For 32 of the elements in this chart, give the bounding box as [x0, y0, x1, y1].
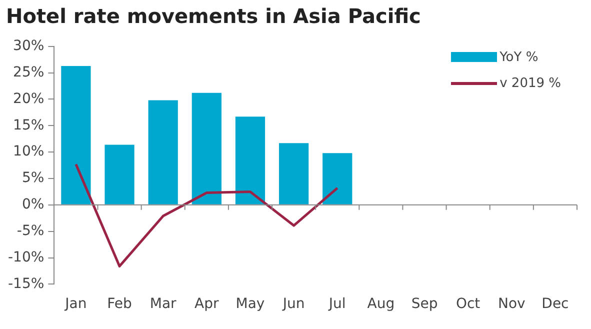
y-tick-label: 30% — [13, 38, 44, 54]
y-tick-label: 15% — [13, 117, 44, 134]
x-tick-label: Sep — [411, 296, 438, 312]
y-tick-label: 20% — [13, 90, 44, 107]
x-tick-label: Jul — [328, 296, 346, 312]
chart-title: Hotel rate movements in Asia Pacific — [6, 4, 421, 28]
legend-label: v 2019 % — [500, 76, 561, 90]
y-tick-label: -5% — [16, 222, 44, 239]
x-tick-label: Feb — [107, 296, 132, 312]
bar — [61, 66, 91, 204]
bar — [192, 92, 222, 204]
x-tick-label: Mar — [150, 296, 177, 312]
y-tick-label: 5% — [22, 170, 44, 186]
y-tick-label: 0% — [22, 196, 44, 213]
bar — [148, 100, 178, 204]
x-tick-label: Oct — [456, 296, 481, 312]
y-tick-label: -10% — [8, 249, 44, 266]
bar — [104, 144, 134, 204]
x-tick-label: Jan — [64, 296, 87, 312]
legend-label: YoY % — [500, 50, 538, 64]
x-tick-label: Nov — [498, 296, 526, 312]
y-tick-label: 25% — [13, 64, 44, 80]
x-tick-label: Apr — [194, 296, 220, 312]
y-tick-label: -15% — [8, 276, 44, 292]
bar — [322, 153, 352, 204]
x-tick-label: May — [236, 296, 265, 312]
x-tick-label: Jun — [282, 296, 305, 312]
x-tick-label: Aug — [367, 296, 395, 312]
y-tick-label: 10% — [13, 144, 44, 160]
bar — [235, 116, 266, 204]
bar — [278, 143, 309, 204]
x-tick-label: Dec — [542, 296, 569, 312]
